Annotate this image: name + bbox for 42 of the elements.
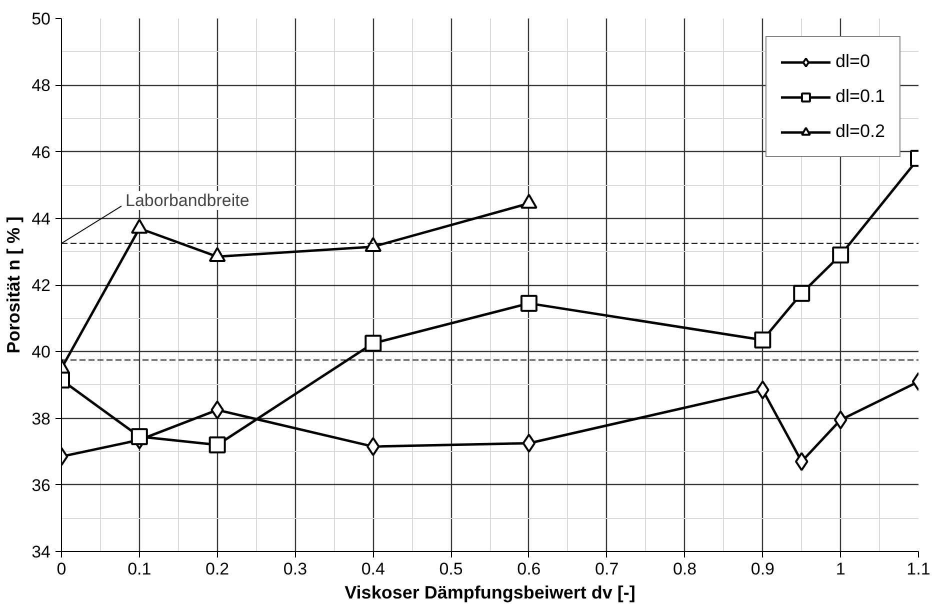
point	[520, 194, 538, 209]
y-tick-label: 46	[32, 142, 51, 162]
y-tick-label: 36	[32, 476, 51, 495]
point	[794, 452, 808, 472]
x-tick-label: 0.8	[672, 560, 697, 578]
y-tick-label: 48	[32, 76, 51, 96]
x-tick-label: 1	[836, 560, 846, 578]
point	[364, 237, 382, 252]
y-tick-label: 42	[32, 276, 51, 295]
x-tick-label: 0.9	[750, 560, 775, 578]
point	[366, 437, 380, 456]
legend-label: dl=0.1	[835, 86, 885, 107]
point	[834, 410, 848, 430]
point	[754, 331, 772, 348]
x-tick-label: 0.5	[439, 560, 463, 578]
x-tick-label: 0.6	[517, 560, 541, 578]
annotation: Laborbandbreite	[125, 191, 250, 210]
point	[793, 284, 810, 302]
legend-label: dl=0.2	[835, 121, 885, 142]
legend-label: dl=0	[835, 51, 870, 72]
y-tick-label: 40	[32, 342, 51, 362]
x-tick-label: 0.3	[283, 560, 308, 578]
point	[364, 334, 382, 352]
y-axis-title: Porosität n [ % ]	[4, 216, 24, 354]
y-tick-label: 38	[32, 409, 51, 428]
point	[208, 247, 226, 262]
x-tick-label: 1.1	[906, 560, 930, 578]
point	[832, 246, 850, 264]
point	[130, 218, 148, 234]
x-tick-label: 0.4	[361, 560, 385, 578]
point	[130, 428, 148, 446]
x-tick-label: 0.1	[128, 560, 152, 578]
x-tick-label: 0.2	[206, 560, 230, 578]
y-tick-label: 34	[32, 542, 51, 562]
x-tick-label: 0.7	[595, 560, 619, 578]
point	[520, 294, 538, 312]
y-tick-label: 50	[32, 10, 51, 28]
point	[208, 436, 226, 454]
point	[522, 434, 536, 453]
x-tick-label: 0	[56, 560, 66, 578]
y-tick-label: 44	[32, 209, 51, 228]
x-axis-title: Viskoser Dämpfungsbeiwert dv [-]	[344, 582, 636, 602]
